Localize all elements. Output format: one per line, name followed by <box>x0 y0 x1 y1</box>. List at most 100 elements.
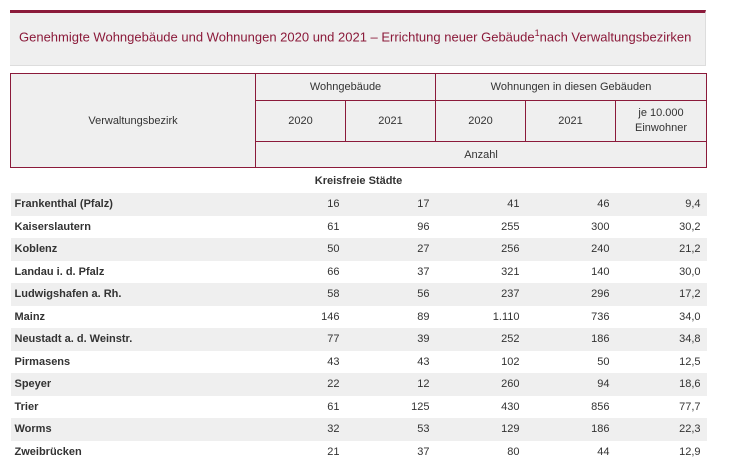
region-name: Worms <box>11 418 256 441</box>
value-cell: 44 <box>526 441 616 463</box>
value-cell: 736 <box>526 306 616 329</box>
value-cell: 21 <box>256 441 346 463</box>
header-2021: 2021 <box>526 101 616 142</box>
value-cell: 43 <box>346 351 436 374</box>
value-cell: 296 <box>526 283 616 306</box>
value-cell: 39 <box>346 328 436 351</box>
value-cell: 252 <box>436 328 526 351</box>
region-name: Pirmasens <box>11 351 256 374</box>
value-cell: 58 <box>256 283 346 306</box>
region-name: Landau i. d. Pfalz <box>11 261 256 284</box>
value-cell: 80 <box>436 441 526 463</box>
value-cell: 37 <box>346 441 436 463</box>
region-name: Ludwigshafen a. Rh. <box>11 283 256 306</box>
value-cell: 17,2 <box>616 283 707 306</box>
value-cell: 22,3 <box>616 418 707 441</box>
title-text: Genehmigte Wohngebäude und Wohnungen 202… <box>19 29 535 44</box>
value-cell: 146 <box>256 306 346 329</box>
value-cell: 18,6 <box>616 373 707 396</box>
value-cell: 94 <box>526 373 616 396</box>
table-title: Genehmigte Wohngebäude und Wohnungen 202… <box>10 10 706 66</box>
value-cell: 32 <box>256 418 346 441</box>
value-cell: 430 <box>436 396 526 419</box>
value-cell: 12,9 <box>616 441 707 463</box>
value-cell: 53 <box>346 418 436 441</box>
value-cell: 1.110 <box>436 306 526 329</box>
region-name: Speyer <box>11 373 256 396</box>
value-cell: 30,0 <box>616 261 707 284</box>
value-cell: 237 <box>436 283 526 306</box>
value-cell: 12,5 <box>616 351 707 374</box>
value-cell: 77 <box>256 328 346 351</box>
value-cell: 56 <box>346 283 436 306</box>
value-cell: 46 <box>526 193 616 216</box>
value-cell: 96 <box>346 216 436 239</box>
value-cell: 255 <box>436 216 526 239</box>
data-table: Verwaltungsbezirk Wohngebäude Wohnungen … <box>10 73 707 463</box>
value-cell: 129 <box>436 418 526 441</box>
header-per-10000-line1: je 10.000 <box>638 107 683 119</box>
region-name: Neustadt a. d. Weinstr. <box>11 328 256 351</box>
value-cell: 102 <box>436 351 526 374</box>
value-cell: 41 <box>436 193 526 216</box>
value-cell: 50 <box>526 351 616 374</box>
value-cell: 89 <box>346 306 436 329</box>
header-2021: 2021 <box>346 101 436 142</box>
header-2020: 2020 <box>256 101 346 142</box>
title-text-rest: nach Verwaltungsbezirken <box>540 29 692 44</box>
value-cell: 12 <box>346 373 436 396</box>
region-name: Trier <box>11 396 256 419</box>
region-name: Frankenthal (Pfalz) <box>11 193 256 216</box>
region-name: Mainz <box>11 306 256 329</box>
region-name: Zweibrücken <box>11 441 256 463</box>
value-cell: 16 <box>256 193 346 216</box>
value-cell: 30,2 <box>616 216 707 239</box>
header-wohnungen: Wohnungen in diesen Gebäuden <box>436 74 707 101</box>
value-cell: 66 <box>256 261 346 284</box>
value-cell: 856 <box>526 396 616 419</box>
value-cell: 186 <box>526 328 616 351</box>
value-cell: 240 <box>526 238 616 261</box>
value-cell: 27 <box>346 238 436 261</box>
header-region: Verwaltungsbezirk <box>11 74 256 168</box>
value-cell: 260 <box>436 373 526 396</box>
value-cell: 125 <box>346 396 436 419</box>
region-name: Koblenz <box>11 238 256 261</box>
value-cell: 34,8 <box>616 328 707 351</box>
value-cell: 50 <box>256 238 346 261</box>
value-cell: 77,7 <box>616 396 707 419</box>
section-heading: Kreisfreie Städte <box>11 168 707 194</box>
header-2020: 2020 <box>436 101 526 142</box>
value-cell: 321 <box>436 261 526 284</box>
region-name: Kaiserslautern <box>11 216 256 239</box>
value-cell: 43 <box>256 351 346 374</box>
value-cell: 37 <box>346 261 436 284</box>
value-cell: 300 <box>526 216 616 239</box>
header-unit: Anzahl <box>256 142 707 168</box>
value-cell: 256 <box>436 238 526 261</box>
header-per-10000: je 10.000 Einwohner <box>616 101 707 142</box>
value-cell: 9,4 <box>616 193 707 216</box>
value-cell: 17 <box>346 193 436 216</box>
value-cell: 140 <box>526 261 616 284</box>
header-wohngebaeude: Wohngebäude <box>256 74 436 101</box>
value-cell: 61 <box>256 216 346 239</box>
value-cell: 22 <box>256 373 346 396</box>
value-cell: 21,2 <box>616 238 707 261</box>
value-cell: 61 <box>256 396 346 419</box>
value-cell: 34,0 <box>616 306 707 329</box>
header-per-10000-line2: Einwohner <box>635 122 687 134</box>
value-cell: 186 <box>526 418 616 441</box>
